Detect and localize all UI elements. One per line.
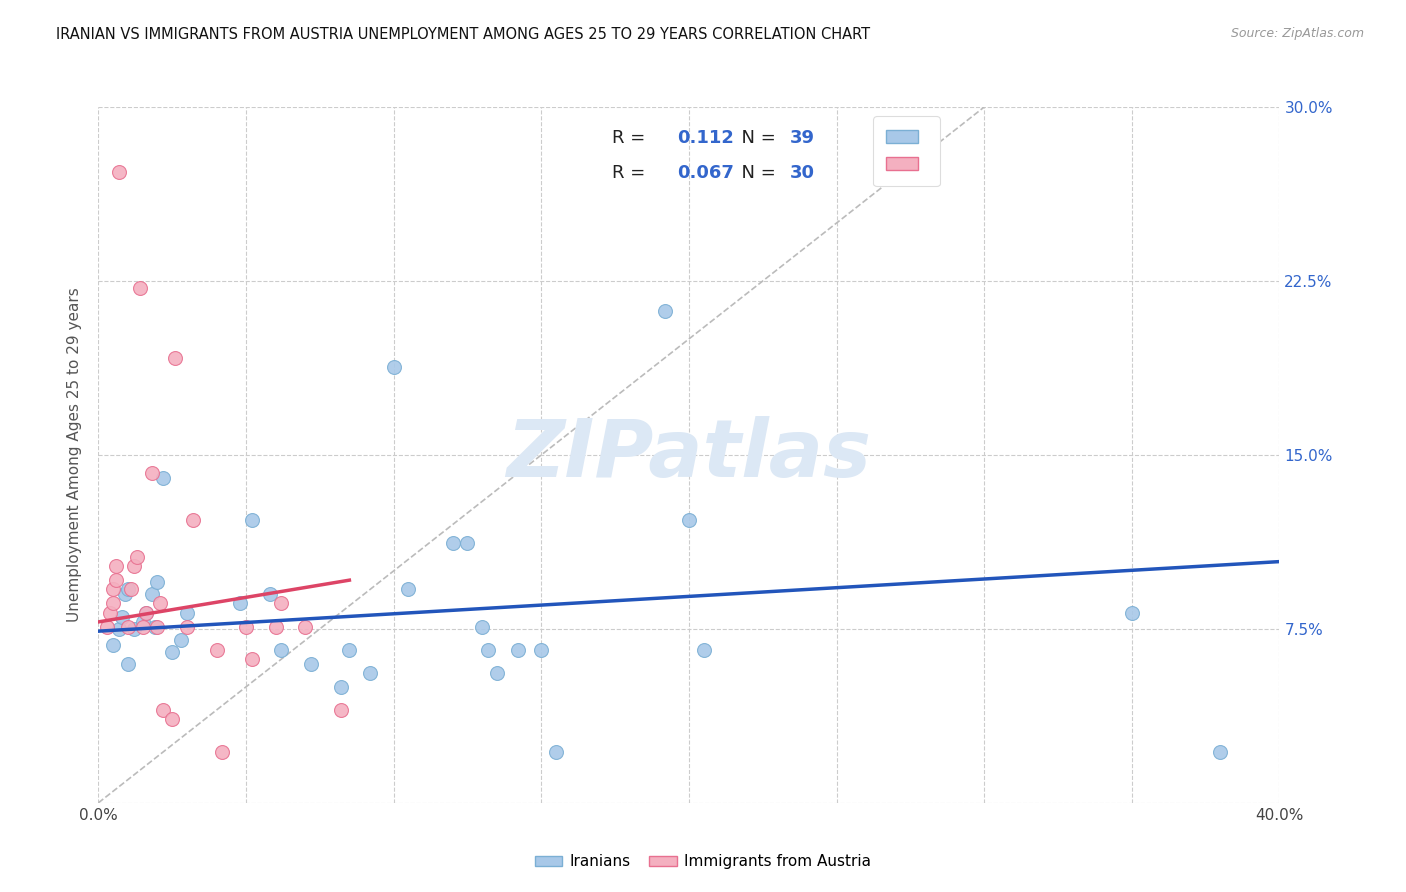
Point [678,513,700,527]
Point [382,359,405,374]
Point [162,645,183,659]
Point [149,596,172,610]
Point [146,575,169,590]
Point [396,582,419,597]
Text: ZIPatlas: ZIPatlas [506,416,872,494]
Point [108,622,131,636]
Point [1209,745,1232,759]
Point [693,642,716,657]
Point [143,619,166,633]
Text: Source: ZipAtlas.com: Source: ZipAtlas.com [1230,27,1364,40]
Point [122,559,145,574]
Point [135,606,157,620]
Point [486,665,509,680]
Point [103,582,125,597]
Point [506,642,529,657]
Point [152,471,174,485]
Point [111,610,134,624]
Y-axis label: Unemployment Among Ages 25 to 29 years: Unemployment Among Ages 25 to 29 years [67,287,83,623]
Legend: , : , [873,116,939,186]
Point [264,619,287,633]
Text: R =: R = [612,164,651,182]
Point [98,606,121,620]
Text: 0.112: 0.112 [678,129,734,147]
Point [103,596,125,610]
Point [117,657,139,671]
Point [471,619,494,633]
Point [128,281,150,295]
Point [120,582,142,597]
Point [329,680,352,694]
Point [359,665,381,680]
Point [299,657,322,671]
Point [141,467,163,481]
Point [152,703,174,717]
Point [329,703,352,717]
Point [176,606,198,620]
Point [441,536,464,550]
Point [339,642,360,657]
Point [141,587,163,601]
Point [162,712,183,726]
Point [205,642,228,657]
Point [132,619,155,633]
Point [146,619,169,633]
Point [176,619,198,633]
Point [105,573,128,587]
Point [654,304,676,318]
Point [181,513,204,527]
Text: 39: 39 [789,129,814,147]
Text: N =: N = [730,129,782,147]
Point [270,596,292,610]
Point [108,165,131,179]
Text: 0.067: 0.067 [678,164,734,182]
Point [259,587,281,601]
Point [294,619,316,633]
Point [135,606,157,620]
Point [211,745,233,759]
Point [165,351,187,365]
Text: N =: N = [730,164,782,182]
Point [105,559,128,574]
Point [477,642,499,657]
Text: IRANIAN VS IMMIGRANTS FROM AUSTRIA UNEMPLOYMENT AMONG AGES 25 TO 29 YEARS CORREL: IRANIAN VS IMMIGRANTS FROM AUSTRIA UNEMP… [56,27,870,42]
Point [240,513,263,527]
Point [456,536,478,550]
Point [170,633,193,648]
Text: R =: R = [612,129,651,147]
Legend: Iranians, Immigrants from Austria: Iranians, Immigrants from Austria [529,848,877,875]
Point [114,587,136,601]
Point [235,619,257,633]
Point [530,642,553,657]
Point [117,619,139,633]
Point [96,619,118,633]
Point [125,549,148,564]
Point [240,652,263,666]
Point [546,745,568,759]
Point [117,582,139,597]
Text: 30: 30 [789,164,814,182]
Point [229,596,252,610]
Point [270,642,292,657]
Point [1121,606,1143,620]
Point [122,622,145,636]
Point [132,615,155,629]
Point [103,638,125,652]
